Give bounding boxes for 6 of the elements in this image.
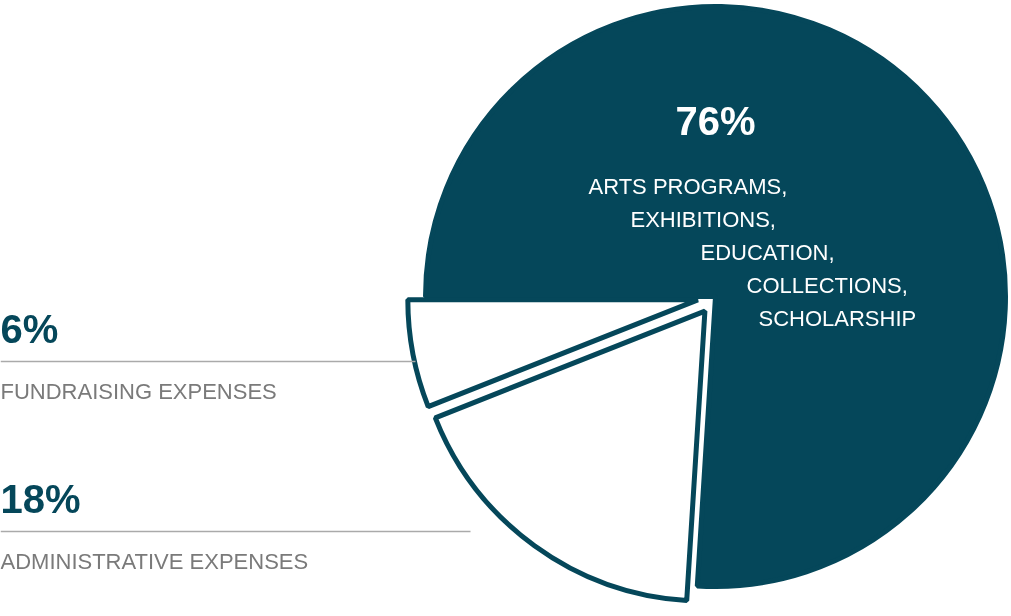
- data-label: 18%: [0, 476, 81, 521]
- slice-label: ADMINISTRATIVE EXPENSES: [0, 549, 309, 574]
- slice-label: FUNDRAISING EXPENSES: [0, 379, 277, 404]
- data-label: 6%: [0, 306, 59, 351]
- data-label: 76%: [675, 98, 756, 143]
- slice-label: ARTS PROGRAMS, EXHIBITIONS, EDUCATION, COLLECTIONS, SCHOLARSHIP: [588, 174, 917, 331]
